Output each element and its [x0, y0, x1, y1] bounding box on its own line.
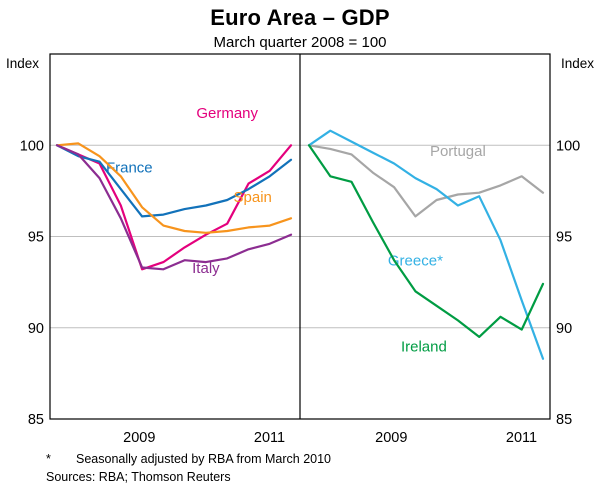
x-tick-label-left-2011: 2011	[254, 430, 285, 446]
gdp-line-chart: 85 85 90 90 95 95 100 100 Index Index 2009 2011 Germ…	[6, 53, 594, 446]
y-tick-label-right-95: 95	[556, 230, 572, 246]
series-line-italy	[55, 144, 293, 271]
y-tick-label-right-85: 85	[556, 412, 572, 428]
y-tick-label-right-100: 100	[556, 138, 580, 154]
series-line-greece	[307, 129, 545, 360]
series-label-germany: Germany	[196, 105, 258, 122]
chart-subtitle: March quarter 2008 = 100	[213, 34, 387, 51]
series-label-portugal: Portugal	[430, 143, 486, 160]
series-label-italy: Italy	[192, 260, 220, 277]
y-tick-label-left-90: 90	[28, 321, 44, 337]
y-tick-label-left-85: 85	[28, 412, 44, 428]
chart-title: Euro Area – GDP	[210, 5, 390, 30]
sources-text: Sources: RBA; Thomson Reuters	[46, 470, 231, 485]
y-tick-label-right-90: 90	[556, 321, 572, 337]
y-tick-label-left-100: 100	[20, 138, 44, 154]
footnote-text: Seasonally adjusted by RBA from March 20…	[76, 452, 331, 466]
y-axis-unit-right: Index	[561, 56, 594, 71]
y-axis-unit-left: Index	[6, 56, 39, 71]
footnote-line: * Seasonally adjusted by RBA from March 2…	[46, 450, 600, 468]
x-tick-label-left-2009: 2009	[123, 430, 155, 446]
series-label-spain: Spain	[234, 189, 272, 206]
series-line-germany	[55, 144, 293, 271]
footnote-marker: *	[46, 452, 51, 466]
series-label-ireland: Ireland	[401, 339, 447, 356]
series-line-ireland	[307, 144, 545, 338]
series-label-greece: Greece*	[388, 253, 443, 270]
footnotes: * Seasonally adjusted by RBA from March 2…	[0, 450, 600, 486]
y-tick-label-left-95: 95	[28, 230, 44, 246]
x-tick-label-right-2009: 2009	[375, 430, 407, 446]
series-line-spain	[55, 142, 293, 234]
series-line-france	[55, 144, 293, 218]
series-line-portugal	[307, 144, 545, 218]
sources-line: Sources: RBA; Thomson Reuters	[46, 468, 600, 486]
x-tick-label-right-2011: 2011	[506, 430, 537, 446]
